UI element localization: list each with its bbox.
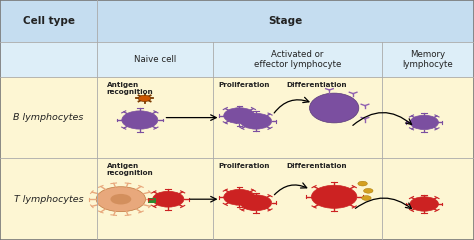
Bar (0, 42, 474, 77)
Circle shape (362, 196, 371, 200)
Text: Activated or
effector lymphocyte: Activated or effector lymphocyte (254, 50, 341, 69)
Text: Proliferation: Proliferation (218, 163, 270, 169)
Text: Differentiation: Differentiation (287, 163, 347, 169)
Text: Naive cell: Naive cell (134, 55, 176, 64)
Circle shape (110, 194, 131, 204)
Text: Differentiation: Differentiation (287, 82, 347, 88)
Text: B lymphocytes: B lymphocytes (13, 113, 84, 122)
Text: Stage: Stage (268, 16, 303, 26)
Ellipse shape (96, 187, 146, 212)
Circle shape (358, 181, 367, 186)
Ellipse shape (310, 93, 359, 123)
Ellipse shape (410, 197, 438, 211)
Bar (148, 198, 156, 203)
Text: Antigen
recognition: Antigen recognition (107, 82, 154, 95)
Bar (0, 158, 474, 240)
Text: Proliferation: Proliferation (218, 82, 270, 88)
Bar (0, 77, 474, 158)
Circle shape (364, 188, 373, 193)
Ellipse shape (153, 191, 184, 207)
Ellipse shape (224, 189, 255, 205)
Ellipse shape (224, 108, 255, 124)
Bar (0, 0, 474, 42)
Ellipse shape (240, 195, 272, 211)
Text: Antigen
recognition: Antigen recognition (107, 163, 154, 176)
Text: Cell type: Cell type (23, 16, 74, 26)
Ellipse shape (410, 115, 438, 130)
Text: T lymphocytes: T lymphocytes (14, 195, 83, 204)
Ellipse shape (122, 111, 158, 129)
Ellipse shape (311, 185, 357, 208)
Ellipse shape (240, 113, 272, 129)
Circle shape (138, 95, 151, 102)
Text: Memory
lymphocyte: Memory lymphocyte (402, 50, 453, 69)
